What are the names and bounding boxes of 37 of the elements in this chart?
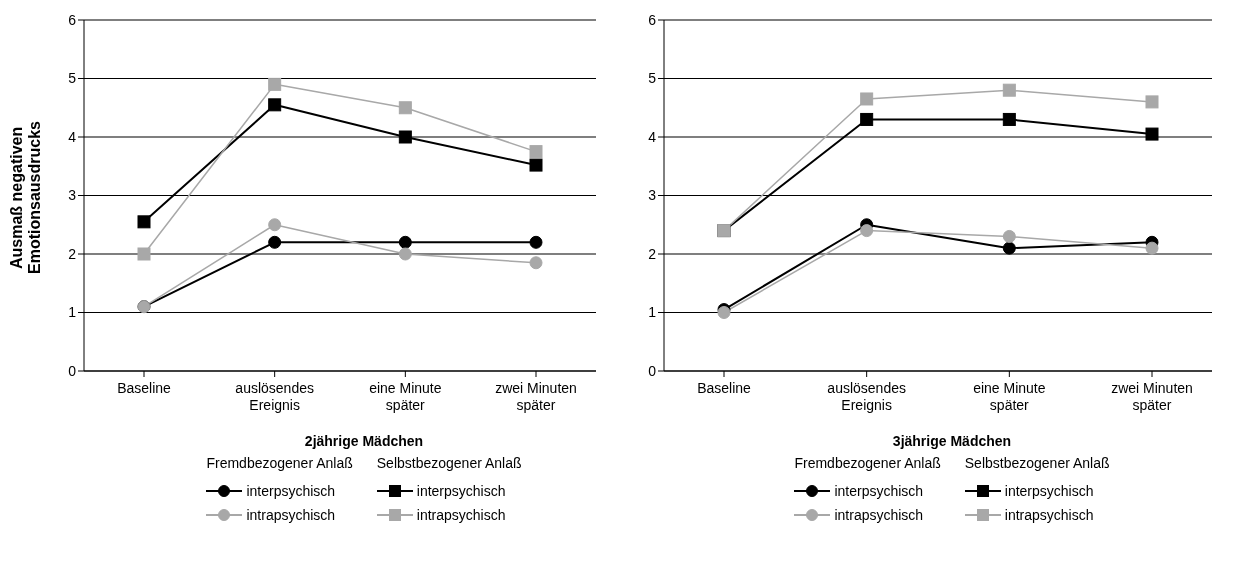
x-tick-label: eine Minute später: [369, 380, 442, 413]
y-tick-label: 4: [648, 128, 657, 145]
x-tick-label: zwei Minuten später: [1111, 380, 1193, 413]
text: Fremdbezogener Anlaß: [206, 455, 353, 471]
legend-label: interpsychisch: [246, 483, 336, 499]
x-tick-label: eine Minute später: [973, 380, 1046, 413]
x-tick-label: Baseline: [117, 380, 172, 396]
y-tick-label: 2: [68, 245, 77, 262]
x-axis-title: 3jährige Mädchen: [891, 433, 1013, 449]
legend-label: interpsychisch: [834, 483, 924, 499]
y-tick-label: 2: [648, 245, 657, 262]
y-tick-label: 3: [648, 187, 657, 204]
x-tick-label: zwei Minuten später: [495, 380, 577, 413]
y-axis-title: Ausmaß negativen Emotionsausdrucks: [8, 120, 44, 277]
y-tick-label: 0: [68, 362, 77, 379]
y-tick-label: 3: [68, 187, 77, 204]
text: Selbstbezogener Anlaß: [964, 455, 1110, 471]
text: Selbstbezogener Anlaß: [376, 455, 522, 471]
y-tick-label: 4: [68, 128, 77, 145]
y-tick-label: 5: [68, 70, 77, 87]
y-tick-label: 6: [68, 11, 77, 28]
y-tick-label: 5: [648, 70, 657, 87]
y-tick-label: 1: [68, 304, 77, 321]
text: Fremdbezogener Anlaß: [794, 455, 941, 471]
x-tick-label: auslösendes Ereignis: [827, 380, 906, 413]
legend-label: intrapsychisch: [416, 507, 506, 523]
legend-label: interpsychisch: [416, 483, 506, 499]
legend-label: intrapsychisch: [834, 507, 924, 523]
legend-label: intrapsychisch: [1004, 507, 1094, 523]
legend-label: interpsychisch: [1004, 483, 1094, 499]
x-tick-label: Baseline: [697, 380, 752, 396]
y-tick-label: 6: [648, 11, 657, 28]
y-tick-label: 1: [648, 304, 657, 321]
y-tick-label: 0: [648, 362, 657, 379]
x-tick-label: auslösendes Ereignis: [235, 380, 314, 413]
legend-label: intrapsychisch: [246, 507, 336, 523]
x-axis-title: 2jährige Mädchen: [303, 433, 425, 449]
